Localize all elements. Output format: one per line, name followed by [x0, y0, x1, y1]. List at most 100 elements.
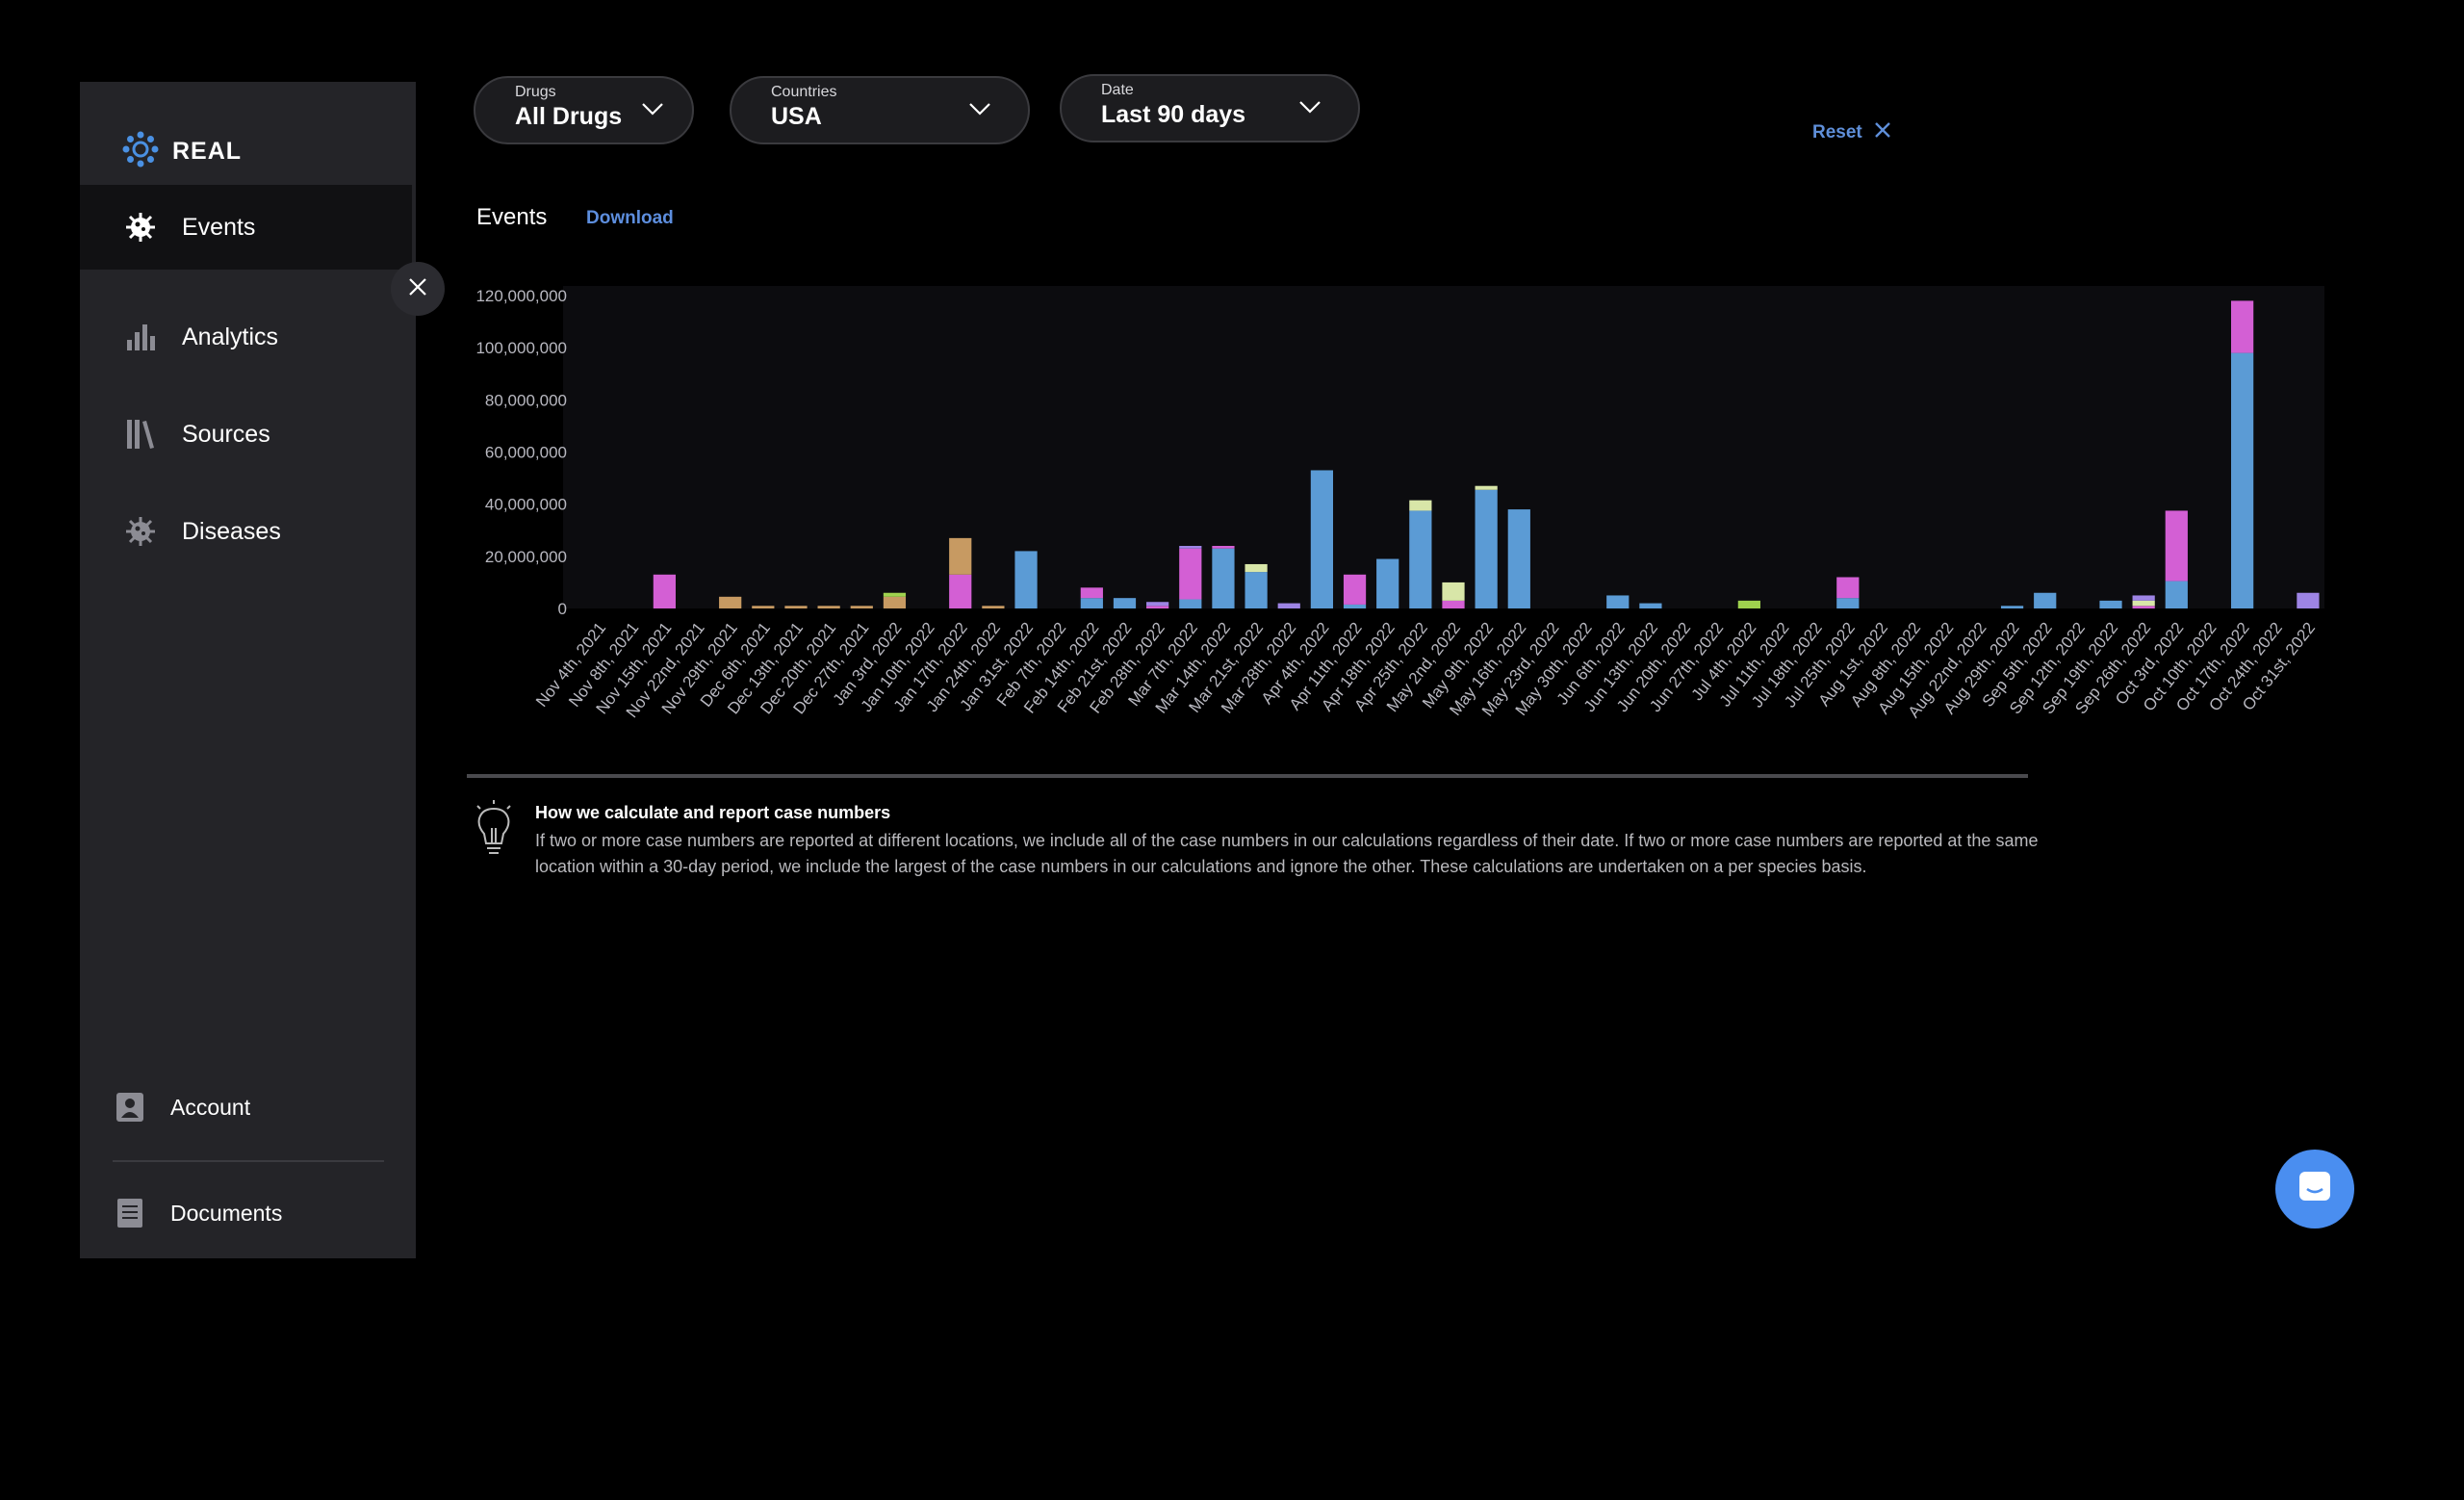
account-icon	[115, 1091, 147, 1124]
countries-filter[interactable]: Countries USA	[730, 76, 1030, 144]
sidebar-item-analytics[interactable]: Analytics	[80, 295, 416, 379]
bar-segment	[1475, 489, 1498, 608]
y-tick-label: 20,000,000	[485, 548, 567, 566]
info-title: How we calculate and report case numbers	[535, 803, 891, 822]
bar-segment	[1442, 600, 1465, 608]
divider	[113, 1160, 384, 1162]
bar-segment	[1179, 546, 1202, 549]
bar-segment	[883, 592, 907, 597]
bar-segment	[1836, 577, 1860, 599]
bar-segment	[2132, 606, 2155, 608]
bar-segment	[1836, 598, 1860, 608]
bar-segment	[1310, 470, 1334, 608]
bar-segment	[883, 596, 907, 608]
bar-segment	[1080, 598, 1103, 608]
divider	[467, 774, 2028, 778]
lightbulb-icon	[472, 799, 516, 864]
bar-segment	[1507, 509, 1530, 608]
bar-segment	[1179, 599, 1202, 608]
bar-segment	[1442, 582, 1465, 601]
sidebar-item-events[interactable]: Events	[80, 185, 412, 270]
bar-segment	[1409, 500, 1432, 511]
bar-segment	[1475, 485, 1498, 490]
bar-segment	[2231, 352, 2254, 608]
collapse-sidebar-button[interactable]	[391, 262, 445, 316]
sidebar-item-label: Sources	[182, 420, 270, 448]
brand[interactable]: REAL	[122, 116, 242, 186]
sidebar-item-label: Diseases	[182, 517, 281, 545]
reset-button[interactable]: Reset	[1812, 121, 1891, 144]
bar-segment	[2034, 592, 2057, 608]
disease-icon	[124, 515, 157, 548]
sidebar-item-diseases[interactable]: Diseases	[80, 489, 416, 574]
date-filter[interactable]: Date Last 90 days	[1060, 74, 1360, 142]
bar-segment	[2231, 300, 2254, 353]
bar-segment	[817, 606, 840, 608]
filter-label: Countries	[771, 84, 837, 100]
events-chart: 0 20,000,000 40,000,000 60,000,000 80,000,00…	[475, 286, 2324, 721]
info-text: If two or more case numbers are reported…	[535, 831, 2039, 876]
y-tick-label: 0	[558, 600, 567, 618]
bar-segment	[1376, 558, 1399, 608]
bar-segment	[850, 606, 873, 608]
bar-segment	[1277, 603, 1300, 608]
books-icon	[124, 418, 157, 451]
plot-area	[563, 286, 2324, 608]
bar-segment	[949, 537, 972, 575]
download-link[interactable]: Download	[586, 208, 674, 228]
filter-value: USA	[771, 103, 822, 130]
sidebar-item-label: Documents	[170, 1200, 283, 1226]
bar-segment	[1245, 572, 1268, 608]
bar-segment	[1737, 600, 1760, 608]
bar-segment	[2132, 600, 2155, 607]
y-tick-label: 40,000,000	[485, 496, 567, 514]
bar-segment	[2099, 600, 2122, 608]
sidebar-item-label: Analytics	[182, 323, 279, 350]
y-tick-label: 100,000,000	[475, 339, 567, 357]
sidebar-item-account[interactable]: Account	[80, 1069, 416, 1146]
virus-icon	[124, 211, 157, 244]
sidebar-item-documents[interactable]: Documents	[80, 1175, 416, 1252]
filter-value: All Drugs	[515, 103, 623, 130]
bar-segment	[2000, 606, 2024, 608]
drugs-filter[interactable]: Drugs All Drugs	[474, 76, 694, 144]
bar-segment	[982, 606, 1005, 608]
bar-chart-icon	[124, 321, 157, 353]
bar-segment	[2297, 592, 2320, 608]
bar-segment	[1343, 574, 1367, 605]
filter-label: Date	[1101, 82, 1134, 98]
bar-segment	[2165, 581, 2188, 608]
chat-button[interactable]	[2275, 1150, 2354, 1228]
chevron-down-icon	[968, 102, 991, 120]
bar-segment	[1409, 510, 1432, 608]
close-icon	[407, 276, 428, 302]
virus-logo-icon	[122, 131, 159, 172]
brand-name: REAL	[172, 137, 243, 165]
bar-segment	[1245, 563, 1268, 573]
chevron-down-icon	[641, 102, 664, 120]
bar-segment	[1212, 548, 1235, 608]
bar-segment	[1146, 606, 1169, 608]
sidebar: REAL Events Analytics Sources	[80, 82, 416, 1258]
bar-segment	[1080, 587, 1103, 599]
y-tick-label: 80,000,000	[485, 391, 567, 409]
bar-segment	[1179, 548, 1202, 600]
sidebar-item-label: Account	[170, 1094, 251, 1120]
bar-segment	[1146, 602, 1169, 607]
bar-segment	[2165, 510, 2188, 582]
tab-events[interactable]: Events	[476, 204, 548, 230]
bar-segment	[752, 606, 775, 608]
y-tick-label: 120,000,000	[475, 287, 567, 305]
close-icon	[1874, 121, 1891, 144]
bar-segment	[1212, 546, 1235, 549]
bar-segment	[1639, 603, 1662, 608]
reset-label: Reset	[1812, 122, 1862, 142]
bar-segment	[1343, 604, 1367, 608]
bar-segment	[2132, 595, 2155, 601]
chevron-down-icon	[1298, 100, 1322, 118]
filter-value: Last 90 days	[1101, 101, 1246, 128]
sidebar-item-sources[interactable]: Sources	[80, 392, 416, 477]
bar-segment	[949, 574, 972, 608]
filter-label: Drugs	[515, 84, 556, 100]
bar-segment	[653, 574, 676, 608]
